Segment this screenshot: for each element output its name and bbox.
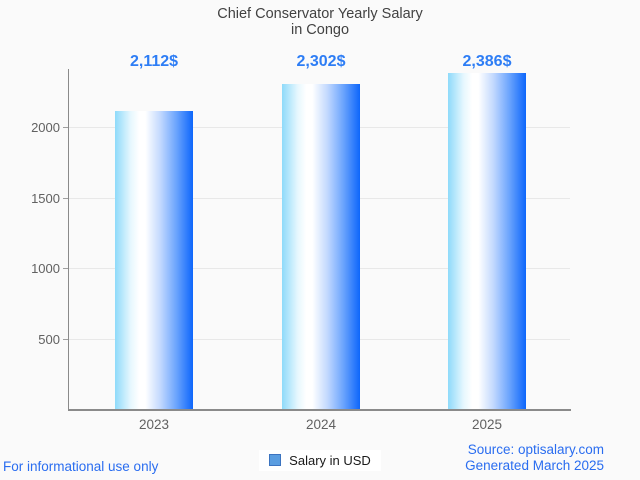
y-tick-mark — [63, 338, 68, 340]
bar-value-label: 2,386$ — [462, 53, 512, 70]
y-tick-label: 500 — [38, 331, 60, 347]
legend: Salary in USD — [0, 449, 640, 471]
bar-2023[interactable] — [115, 111, 193, 409]
y-tick-mark — [63, 268, 68, 269]
legend-label: Salary in USD — [289, 452, 371, 468]
x-axis-label: 2023 — [138, 417, 170, 432]
generated-text: Generated March 2025 — [465, 458, 604, 473]
bar-value-label: 2,302$ — [296, 53, 346, 70]
x-axis-label: 2024 — [305, 417, 337, 432]
bar-2024[interactable] — [282, 84, 360, 409]
y-tick-label: 1500 — [31, 190, 60, 206]
chart-title-line2: in Congo — [290, 22, 350, 38]
disclaimer-text: For informational use only — [3, 459, 159, 474]
y-tick-mark — [63, 197, 68, 199]
legend-item[interactable]: Salary in USD — [259, 449, 381, 471]
bar-value-label: 2,112$ — [129, 53, 179, 70]
y-tick-label: 1000 — [31, 261, 60, 276]
y-tick-label: 2000 — [31, 120, 60, 135]
chart-title-line1: Chief Conservator Yearly Salary — [217, 6, 423, 22]
chart-title: Chief Conservator Yearly Salary in Congo — [0, 6, 640, 38]
bar-2025[interactable] — [448, 72, 526, 409]
x-axis-label: 2025 — [471, 417, 503, 432]
y-tick-mark — [63, 127, 68, 128]
source-block: Source: optisalary.com Generated March 2… — [465, 442, 604, 474]
y-axis-line — [68, 69, 69, 410]
source-text: Source: optisalary.com — [467, 442, 604, 457]
x-axis-line — [68, 409, 571, 411]
legend-swatch-icon — [269, 454, 282, 466]
